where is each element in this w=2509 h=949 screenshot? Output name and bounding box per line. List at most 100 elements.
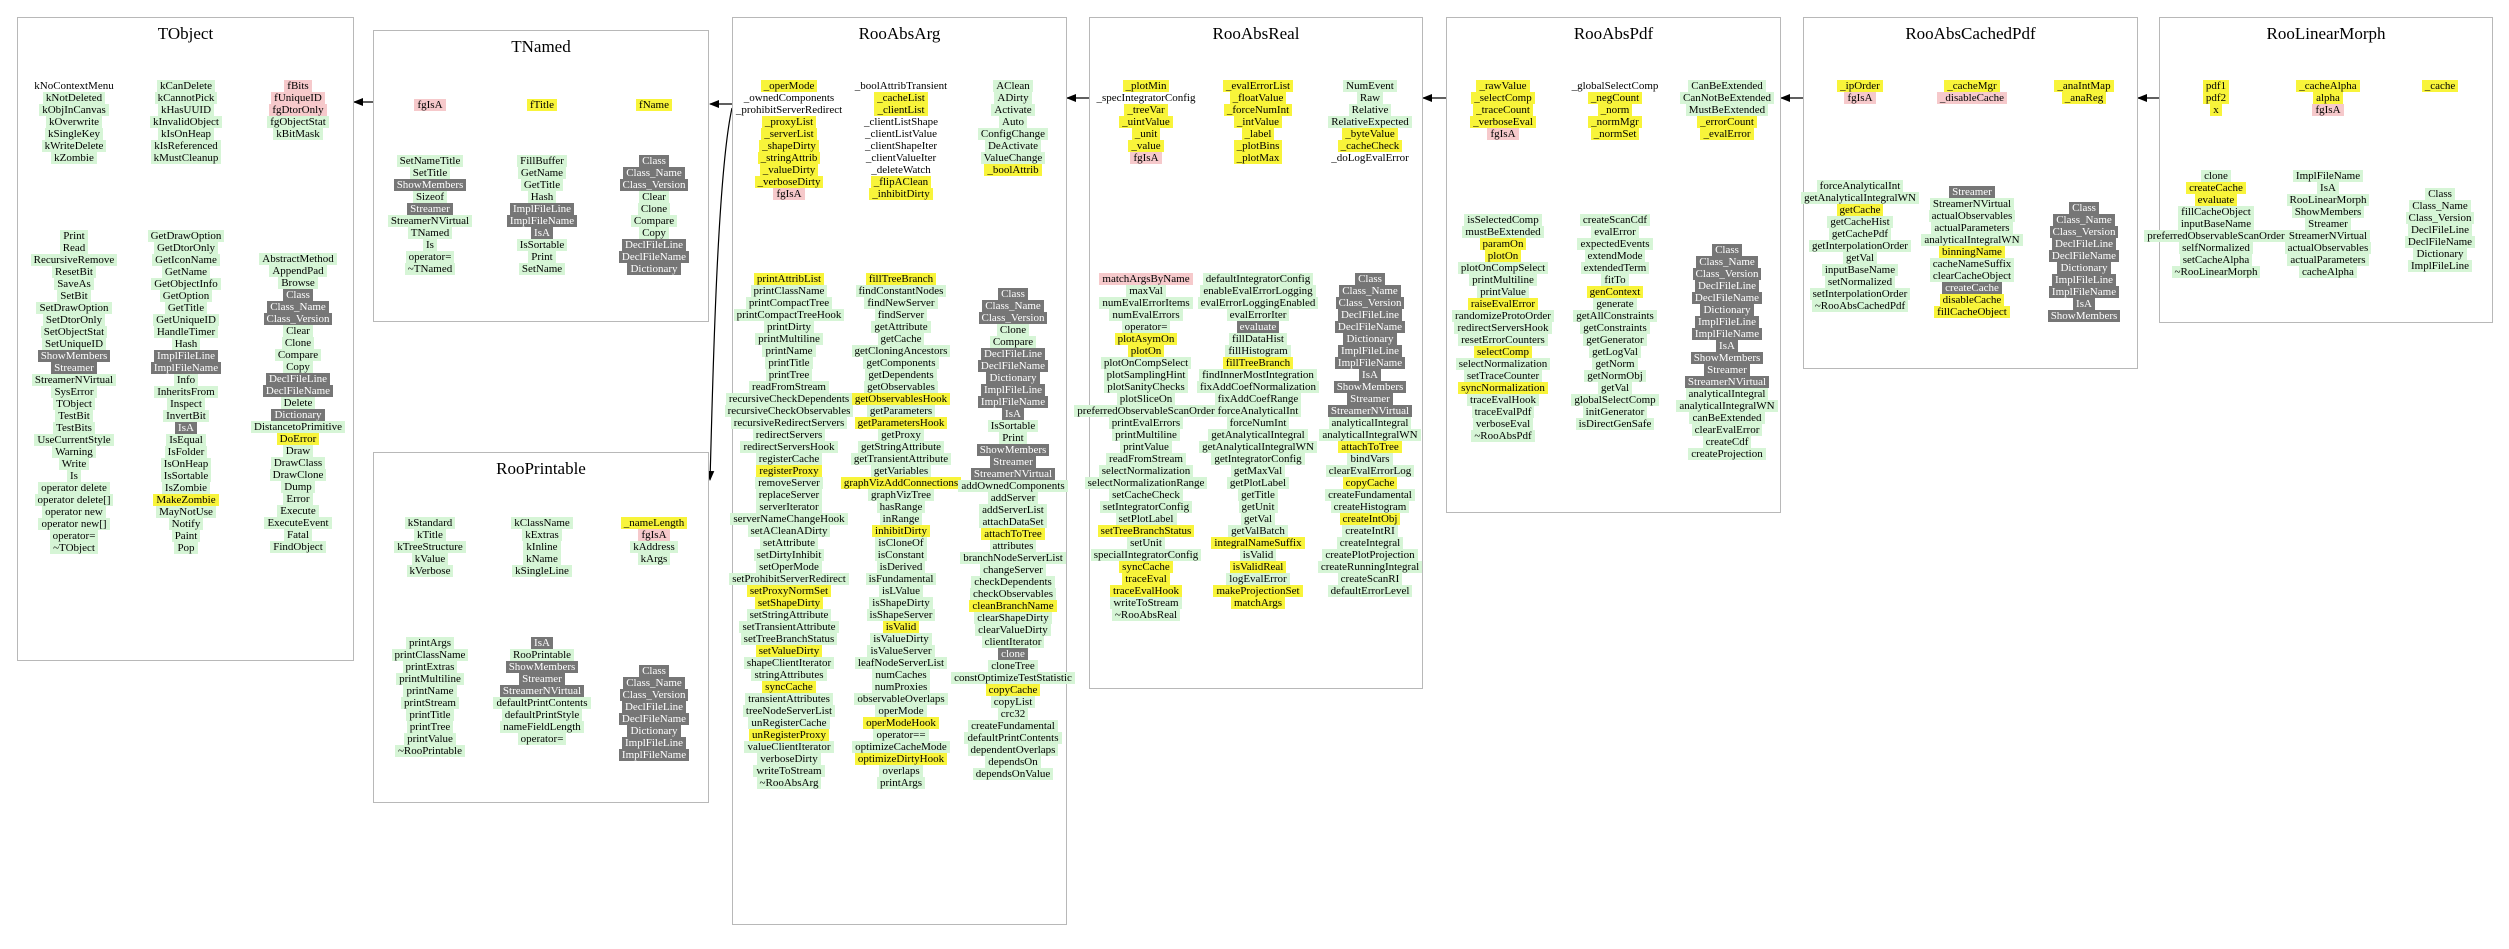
member-entry[interactable]: findConstantNodes: [855, 285, 947, 297]
member-entry[interactable]: IsA: [2073, 298, 2095, 310]
member-entry[interactable]: ~RooAbsPdf: [1471, 430, 1535, 442]
member-entry[interactable]: SetTitle: [409, 167, 451, 179]
member-entry[interactable]: Streamer: [1704, 364, 1750, 376]
member-entry[interactable]: isShapeServer: [866, 609, 936, 621]
member-entry[interactable]: IsA: [175, 422, 197, 434]
member-entry[interactable]: ImplFileLine: [2051, 274, 2117, 286]
member-entry[interactable]: printName: [403, 685, 457, 697]
member-entry[interactable]: GetOption: [159, 290, 213, 302]
member-entry[interactable]: observableOverlaps: [854, 693, 948, 705]
member-entry[interactable]: readFromStream: [1106, 453, 1186, 465]
member-entry[interactable]: Class: [283, 289, 313, 301]
member-entry[interactable]: _verboseDirty: [754, 176, 824, 188]
member-entry[interactable]: DeclFileName: [262, 385, 334, 397]
member-entry[interactable]: redirectServersHook: [740, 441, 838, 453]
member-entry[interactable]: Sizeof: [412, 191, 448, 203]
member-entry[interactable]: Class_Name: [982, 300, 1044, 312]
member-entry[interactable]: IsA: [1716, 340, 1738, 352]
member-entry[interactable]: plotSliceOn: [1116, 393, 1176, 405]
member-entry[interactable]: bindVars: [1347, 453, 1393, 465]
member-entry[interactable]: ImplFileLine: [1337, 345, 1403, 357]
member-entry[interactable]: _negCount: [1587, 92, 1643, 104]
member-entry[interactable]: RooPrintable: [509, 649, 575, 661]
member-entry[interactable]: createIntegral: [1336, 537, 1404, 549]
member-entry[interactable]: IsA: [1359, 369, 1381, 381]
member-entry[interactable]: DeclFileLine: [265, 373, 331, 385]
class-box-rooabsarg[interactable]: RooAbsArg _operMode _ownedComponents _proh…: [724, 17, 1075, 925]
member-entry[interactable]: clearCacheObject: [1929, 270, 2015, 282]
member-entry[interactable]: AClean: [993, 80, 1033, 92]
member-entry[interactable]: isDerived: [876, 561, 926, 573]
member-entry[interactable]: enableEvalErrorLogging: [1200, 285, 1316, 297]
member-entry[interactable]: Hash: [171, 338, 201, 350]
member-entry[interactable]: Dictionary: [2057, 262, 2111, 274]
member-entry[interactable]: evalError: [1591, 226, 1639, 238]
member-entry[interactable]: Copy: [639, 227, 669, 239]
member-entry[interactable]: IsOnHeap: [160, 458, 212, 470]
member-entry[interactable]: _clientList: [874, 104, 928, 116]
member-entry[interactable]: DeclFileLine: [1694, 280, 1760, 292]
member-entry[interactable]: isValidReal: [1229, 561, 1287, 573]
member-entry[interactable]: evalErrorLoggingEnabled: [1197, 297, 1319, 309]
member-entry[interactable]: createIntObj: [1339, 513, 1401, 525]
member-entry[interactable]: checkDependents: [971, 576, 1055, 588]
member-entry[interactable]: IsA: [1002, 408, 1024, 420]
member-entry[interactable]: fillCacheObject: [1934, 306, 2010, 318]
member-entry[interactable]: evaluate: [1236, 321, 1280, 333]
member-entry[interactable]: setInterpolationOrder: [1809, 288, 1911, 300]
member-entry[interactable]: binningName: [1939, 246, 2005, 258]
member-entry[interactable]: printMultiline: [1469, 274, 1537, 286]
member-entry[interactable]: defaultPrintContents: [964, 732, 1062, 744]
member-entry[interactable]: isValid: [1239, 549, 1277, 561]
member-entry[interactable]: matchArgsByName: [1099, 273, 1193, 285]
member-entry[interactable]: Read: [59, 242, 89, 254]
member-entry[interactable]: Class_Name: [1339, 285, 1401, 297]
member-entry[interactable]: SetBit: [57, 290, 91, 302]
member-entry[interactable]: fgDtorOnly: [269, 104, 327, 116]
member-entry[interactable]: kSingleKey: [45, 128, 103, 140]
member-entry[interactable]: _byteValue: [1342, 128, 1398, 140]
member-entry[interactable]: Dump: [281, 481, 315, 493]
class-box-rooabscachedpdf[interactable]: RooAbsCachedPdf _ipOrder fgIsA _cacheMgr _…: [1801, 17, 2138, 369]
member-entry[interactable]: _plotMax: [1233, 152, 1283, 164]
member-entry[interactable]: DeclFileName: [977, 360, 1049, 372]
member-entry[interactable]: Clone: [637, 203, 671, 215]
member-entry[interactable]: ~RooAbsCachedPdf: [1811, 300, 1909, 312]
member-entry[interactable]: fName: [636, 99, 672, 111]
member-entry[interactable]: syncNormalization: [1458, 382, 1548, 394]
member-entry[interactable]: SetObjectStat: [40, 326, 108, 338]
member-entry[interactable]: plotAsymOn: [1114, 333, 1178, 345]
member-entry[interactable]: checkObservables: [969, 588, 1057, 600]
member-entry[interactable]: Class_Version: [1335, 297, 1405, 309]
member-entry[interactable]: clone: [2201, 170, 2231, 182]
member-entry[interactable]: Copy: [283, 361, 313, 373]
member-entry[interactable]: ShowMembers: [37, 350, 111, 362]
member-entry[interactable]: attachToTree: [981, 528, 1045, 540]
member-entry[interactable]: verboseDirty: [757, 753, 821, 765]
member-entry[interactable]: defaultPrintStyle: [501, 709, 583, 721]
class-box-rooprintable[interactable]: RooPrintable kStandard kTitle kTreeStructu…: [373, 452, 709, 803]
member-entry[interactable]: initGenerator: [1582, 406, 1648, 418]
member-entry[interactable]: _value: [1128, 140, 1164, 152]
member-entry[interactable]: Dictionary: [627, 263, 681, 275]
member-entry[interactable]: cleanBranchName: [969, 600, 1057, 612]
member-entry[interactable]: getTitle: [1238, 489, 1278, 501]
member-entry[interactable]: printCompactTree: [745, 297, 833, 309]
member-entry[interactable]: evalErrorIter: [1226, 309, 1290, 321]
member-entry[interactable]: Streamer: [990, 456, 1036, 468]
member-entry[interactable]: Draw: [282, 445, 314, 457]
member-entry[interactable]: Dictionary: [271, 409, 325, 421]
member-entry[interactable]: operator=: [405, 251, 455, 263]
member-entry[interactable]: maxVal: [1126, 285, 1166, 297]
member-entry[interactable]: Print: [528, 251, 556, 263]
member-entry[interactable]: _clientValueIter: [865, 152, 937, 164]
member-entry[interactable]: GetTitle: [164, 302, 208, 314]
member-entry[interactable]: _label: [1241, 128, 1275, 140]
member-entry[interactable]: ImplFileLine: [509, 203, 575, 215]
member-entry[interactable]: IsSortable: [160, 470, 212, 482]
member-entry[interactable]: kInvalidObject: [150, 116, 222, 128]
member-entry[interactable]: specialIntegratorConfig: [1090, 549, 1202, 561]
member-entry[interactable]: Info: [173, 374, 199, 386]
member-entry[interactable]: GetUniqueID: [153, 314, 219, 326]
member-entry[interactable]: getVal: [1240, 513, 1276, 525]
